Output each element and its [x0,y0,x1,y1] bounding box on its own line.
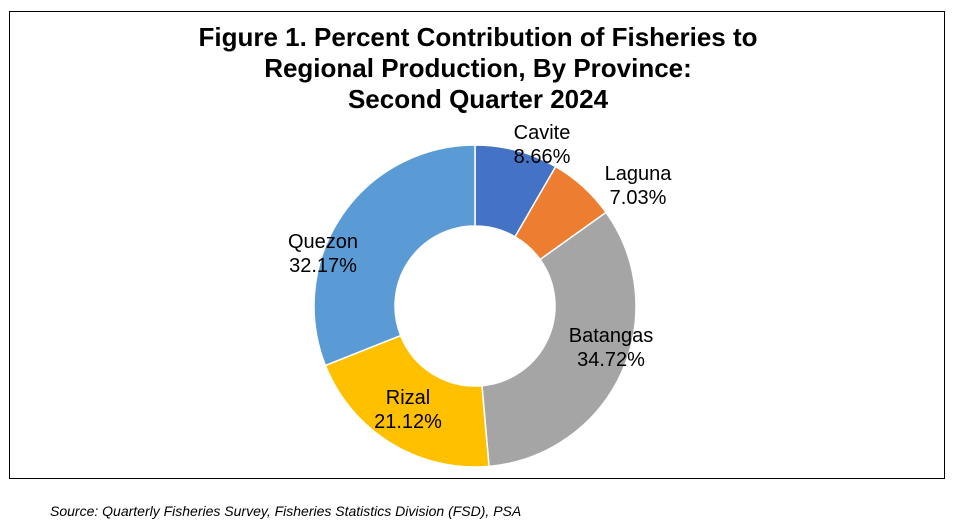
slice-value-quezon: 32.17% [289,255,357,277]
chart-frame: Figure 1. Percent Contribution of Fisher… [9,11,945,479]
slice-value-laguna: 7.03% [610,187,667,209]
chart-title: Figure 1. Percent Contribution of Fisher… [10,22,946,115]
slice-label-rizal: Rizal [386,387,430,409]
slice-value-rizal: 21.12% [374,411,442,433]
slice-label-cavite: Cavite [514,122,571,144]
slice-label-laguna: Laguna [605,163,673,185]
chart-title-line-2: Regional Production, By Province: [264,53,692,83]
chart-title-line-3: Second Quarter 2024 [347,84,609,114]
slice-label-batangas: Batangas [569,325,654,347]
slice-label-quezon: Quezon [288,231,358,253]
source-note: Source: Quarterly Fisheries Survey, Fish… [50,503,522,519]
donut-slices [313,144,637,468]
slice-value-batangas: 34.72% [577,349,645,371]
chart-title-line-1: Figure 1. Percent Contribution of Fisher… [198,22,758,52]
slice-value-cavite: 8.66% [514,146,571,168]
slice-batangas [481,211,637,468]
slice-quezon [313,144,476,367]
slice-rizal [324,334,490,468]
